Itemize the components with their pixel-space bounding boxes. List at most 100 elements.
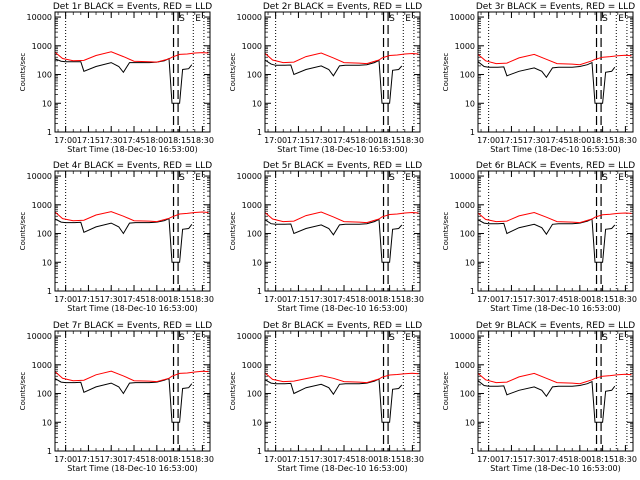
x-tick-label: 17:00 xyxy=(264,295,287,304)
end-marker-label: E xyxy=(618,173,624,183)
y-tick-label: 1 xyxy=(257,447,262,456)
lld-series-line xyxy=(478,211,632,224)
events-series-line xyxy=(55,377,193,423)
lld-series-line xyxy=(478,53,632,66)
y-tick-label: 100 xyxy=(460,71,475,80)
x-tick-label: 18:15 xyxy=(168,136,191,145)
x-tick-label: 17:00 xyxy=(54,136,77,145)
panel-title: Det 6r BLACK = Events, RED = LLD xyxy=(476,161,635,171)
x-tick-label: 18:15 xyxy=(591,455,614,464)
y-tick-label: 1 xyxy=(47,447,52,456)
start-marker-label: S xyxy=(602,333,608,343)
y-tick-label: 10 xyxy=(252,99,262,108)
y-tick-label: 10000 xyxy=(27,13,52,22)
x-axis-label: Start Time (18-Dec-10 16:53:00) xyxy=(67,464,198,473)
y-tick-label: 10000 xyxy=(450,172,475,181)
x-tick-label: 17:00 xyxy=(264,136,287,145)
x-tick-label: 17:30 xyxy=(523,455,546,464)
x-axis-label: Start Time (18-Dec-10 16:53:00) xyxy=(67,304,198,313)
y-tick-label: 100 xyxy=(37,390,52,399)
y-tick-label: 10 xyxy=(42,258,52,267)
y-tick-label: 1 xyxy=(470,128,475,137)
detector-panel: Det 1r BLACK = Events, RED = LLD 1 10 100 10… xyxy=(19,2,214,154)
x-tick-label: 17:45 xyxy=(122,295,145,304)
end-marker-label: E xyxy=(618,14,624,24)
x-tick-label: 17:00 xyxy=(264,455,287,464)
x-axis-label: Start Time (18-Dec-10 16:53:00) xyxy=(490,304,621,313)
x-tick-label: 18:00 xyxy=(145,455,168,464)
x-tick-label: 17:15 xyxy=(500,295,523,304)
events-series-line xyxy=(478,380,616,423)
y-tick-label: 10000 xyxy=(237,13,262,22)
x-tick-label: 18:30 xyxy=(401,136,424,145)
end-marker-label: E xyxy=(195,14,201,24)
plot-frame xyxy=(54,170,211,292)
x-tick-label: 17:45 xyxy=(332,295,355,304)
x-tick-label: 17:15 xyxy=(77,295,100,304)
panel-title: Det 9r BLACK = Events, RED = LLD xyxy=(476,321,635,331)
start-marker-label: S xyxy=(179,14,185,24)
x-tick-label: 17:45 xyxy=(122,136,145,145)
x-tick-label: 17:45 xyxy=(545,455,568,464)
panel-title: Det 3r BLACK = Events, RED = LLD xyxy=(476,2,635,12)
plot-frame xyxy=(264,330,421,452)
y-tick-label: 1 xyxy=(47,128,52,137)
start-marker-label: S xyxy=(179,173,185,183)
x-tick-label: 17:45 xyxy=(332,455,355,464)
start-marker-label: S xyxy=(389,333,395,343)
x-tick-label: 18:00 xyxy=(568,295,591,304)
y-axis-label: Counts/sec xyxy=(442,212,450,251)
x-tick-label: 17:15 xyxy=(500,455,523,464)
x-tick-label: 18:00 xyxy=(355,455,378,464)
y-tick-label: 10000 xyxy=(237,332,262,341)
detector-panel: Det 7r BLACK = Events, RED = LLD 1 10 100 10… xyxy=(19,321,214,473)
events-series-line xyxy=(478,61,616,104)
detector-panel: Det 8r BLACK = Events, RED = LLD 1 10 100 10… xyxy=(229,321,424,473)
events-series-line xyxy=(265,59,403,104)
y-tick-label: 100 xyxy=(247,71,262,80)
plot-frame xyxy=(54,330,211,452)
y-tick-label: 100 xyxy=(247,390,262,399)
events-series-line xyxy=(55,57,193,104)
x-tick-label: 18:15 xyxy=(591,136,614,145)
panel-title: Det 4r BLACK = Events, RED = LLD xyxy=(53,161,212,171)
end-marker-label: E xyxy=(618,333,624,343)
lld-series-line xyxy=(265,52,419,65)
y-tick-label: 10 xyxy=(42,418,52,427)
x-tick-label: 17:45 xyxy=(545,136,568,145)
x-tick-label: 18:30 xyxy=(614,455,637,464)
lld-series-line xyxy=(478,372,632,385)
events-series-line xyxy=(478,218,616,263)
y-axis-label: Counts/sec xyxy=(229,53,237,92)
x-tick-label: 18:30 xyxy=(401,455,424,464)
x-tick-label: 18:00 xyxy=(568,136,591,145)
x-tick-label: 17:30 xyxy=(523,136,546,145)
plot-frame xyxy=(54,11,211,133)
lld-series-line xyxy=(55,51,209,63)
x-tick-label: 18:00 xyxy=(355,295,378,304)
y-tick-label: 1 xyxy=(257,287,262,296)
end-marker-label: E xyxy=(405,14,411,24)
end-marker-label: E xyxy=(405,173,411,183)
y-tick-label: 10000 xyxy=(27,332,52,341)
x-tick-label: 18:00 xyxy=(145,295,168,304)
x-tick-label: 17:30 xyxy=(310,295,333,304)
x-tick-label: 17:45 xyxy=(545,295,568,304)
detector-panel: Det 6r BLACK = Events, RED = LLD 1 10 100 10… xyxy=(442,161,637,313)
x-tick-label: 17:00 xyxy=(477,455,500,464)
x-tick-label: 18:30 xyxy=(191,136,214,145)
y-tick-label: 1000 xyxy=(242,42,262,51)
x-axis-label: Start Time (18-Dec-10 16:53:00) xyxy=(67,145,198,154)
lld-series-line xyxy=(265,211,419,224)
y-tick-label: 10000 xyxy=(27,172,52,181)
y-axis-label: Counts/sec xyxy=(19,212,27,251)
x-tick-label: 17:45 xyxy=(122,455,145,464)
y-tick-label: 10000 xyxy=(450,13,475,22)
plot-frame xyxy=(477,330,634,452)
y-tick-label: 1 xyxy=(470,287,475,296)
x-axis-label: Start Time (18-Dec-10 16:53:00) xyxy=(490,464,621,473)
panel-title: Det 2r BLACK = Events, RED = LLD xyxy=(263,2,422,12)
start-marker-label: S xyxy=(602,173,608,183)
y-tick-label: 1000 xyxy=(242,361,262,370)
